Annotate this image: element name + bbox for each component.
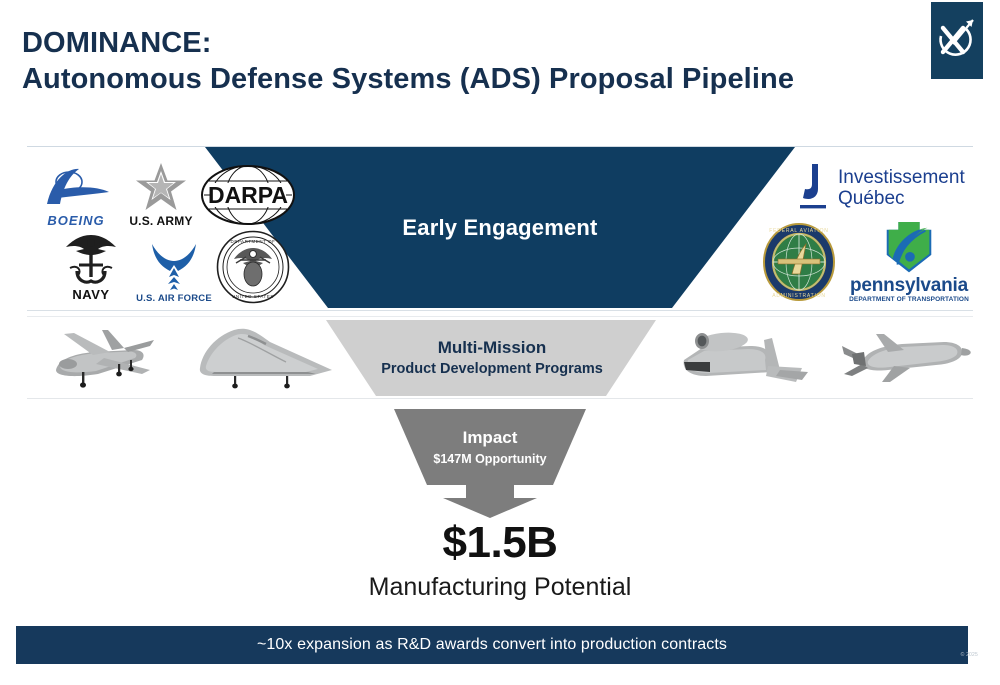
funnel-stage-multi-mission — [326, 320, 656, 396]
investissement-quebec-label: Investissement Québec — [838, 168, 965, 209]
flying-wing-drone-image — [190, 326, 340, 390]
title-line-1: DOMINANCE: — [22, 27, 212, 59]
divider-stage1-bottom — [27, 310, 973, 311]
svg-text:FEDERAL AVIATION: FEDERAL AVIATION — [769, 228, 828, 234]
x-arrow-logo — [931, 2, 983, 79]
funnel-stage-impact — [394, 409, 586, 485]
partner-logos-right: Investissement Québec FEDERAL AVIATION A… — [761, 152, 976, 304]
investissement-quebec-logo: Investissement Québec — [797, 160, 979, 218]
pennsylvania-sublabel: DEPARTMENT OF TRANSPORTATION — [849, 296, 969, 304]
bottom-banner-text: ~10x expansion as R&D awards convert int… — [256, 636, 727, 653]
ucav-drone-front-quarter-image — [38, 322, 178, 394]
svg-text:UNITED STATES: UNITED STATES — [232, 294, 274, 299]
us-air-force-logo: U.S. AIR FORCE — [130, 234, 218, 304]
boeing-label: BOEING — [47, 213, 105, 229]
us-army-label: U.S. ARMY — [129, 214, 193, 229]
department-of-defense-seal: DEPARTMENT OF UNITED STATES — [214, 228, 292, 304]
navy-label: NAVY — [72, 287, 110, 303]
svg-text:DARPA: DARPA — [208, 182, 288, 208]
faa-seal: FEDERAL AVIATION ADMINISTRATION — [761, 218, 837, 302]
pennsylvania-dot-logo: pennsylvania DEPARTMENT OF TRANSPORTATIO… — [845, 220, 973, 304]
boeing-logo: BOEING — [32, 158, 120, 228]
pennsylvania-label: pennsylvania — [850, 275, 968, 297]
navy-logo: NAVY — [52, 230, 130, 302]
bottom-banner: ~10x expansion as R&D awards convert int… — [16, 626, 968, 664]
air-launched-missile-image — [832, 328, 972, 388]
divider-top — [27, 146, 973, 147]
svg-text:ADMINISTRATION: ADMINISTRATION — [772, 293, 826, 299]
page-title: DOMINANCE: Autonomous Defense Systems (A… — [22, 26, 882, 96]
partner-logos-left: BOEING U.S. ARMY DARPA — [30, 152, 295, 304]
iq-line-1: Investissement — [838, 167, 965, 189]
divider-stage2-top — [27, 316, 973, 317]
darpa-logo: DARPA — [198, 160, 298, 226]
footnote-copyright: © 2025 — [960, 652, 978, 658]
outcome-caption: Manufacturing Potential — [368, 573, 632, 602]
iq-line-2: Québec — [838, 188, 905, 209]
svg-text:DEPARTMENT OF: DEPARTMENT OF — [231, 239, 276, 244]
us-army-logo: U.S. ARMY — [120, 158, 202, 228]
cruise-missile-body-image — [676, 326, 824, 392]
us-air-force-label: U.S. AIR FORCE — [136, 293, 212, 305]
divider-stage2-bottom — [27, 398, 973, 399]
funnel-arrow-down-icon — [443, 485, 537, 518]
outcome-block: $1.5B Manufacturing Potential — [0, 518, 1000, 602]
title-line-2: Autonomous Defense Systems (ADS) Proposa… — [22, 63, 795, 96]
outcome-amount: $1.5B — [442, 518, 558, 567]
